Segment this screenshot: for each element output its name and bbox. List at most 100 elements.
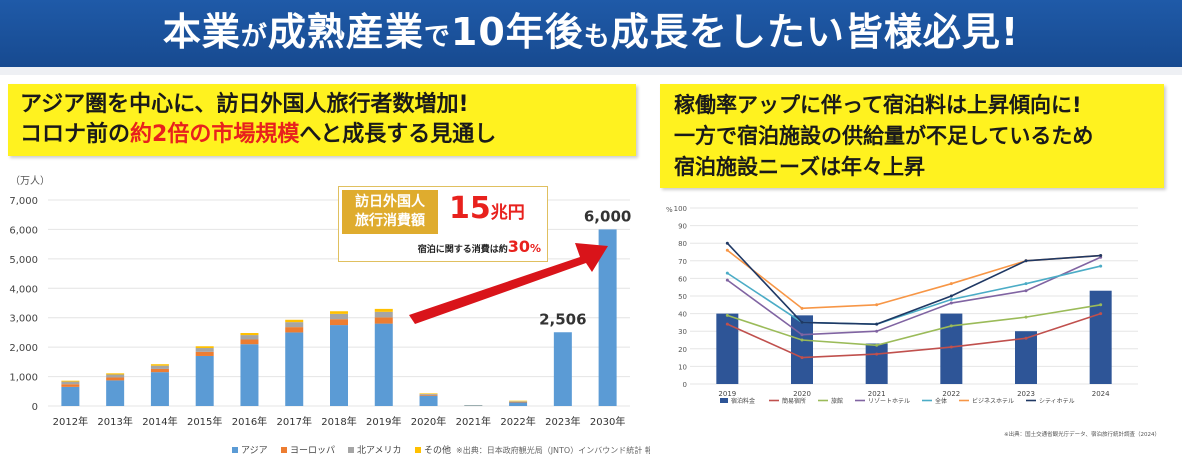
series-point bbox=[949, 282, 953, 286]
y-axis-unit-label: （万人） bbox=[10, 175, 50, 187]
legend-label: アジア bbox=[241, 446, 268, 456]
x-tick-label: 2023年 bbox=[545, 415, 580, 428]
legend-label: ヨーロッパ bbox=[290, 445, 335, 456]
legend-swatch bbox=[415, 447, 421, 453]
bar-segment bbox=[330, 319, 348, 326]
x-tick-label: 2020年 bbox=[411, 415, 446, 428]
y-tick-label: 50 bbox=[678, 293, 687, 301]
series-point bbox=[800, 356, 804, 360]
series-line bbox=[726, 256, 1101, 336]
bar-segment bbox=[195, 346, 214, 349]
left-headline-highlight: 約2倍の市場規模 bbox=[130, 122, 300, 147]
x-tick-label: 2017年 bbox=[277, 415, 312, 428]
bar-segment bbox=[195, 355, 214, 406]
banner-underline bbox=[0, 67, 1182, 75]
occupancy-chart-source: ※出典：国土交通省観光庁データ、宿泊旅行統計調査（2024） bbox=[1004, 430, 1160, 438]
series-point bbox=[725, 322, 729, 326]
x-tick-label: 2020 bbox=[793, 390, 811, 398]
occupancy-chart: 0 10 20 30 40 50 60 70 80 90 100 2019 2020 2021 2022 2… bbox=[660, 196, 1182, 467]
left-headline-line1: アジア圏を中心に、訪日外国人旅行者数増加! bbox=[20, 92, 469, 117]
data-label: 6,000 bbox=[584, 207, 631, 225]
y-tick-label: 90 bbox=[678, 223, 687, 231]
bar bbox=[940, 313, 963, 384]
bar-segment bbox=[106, 373, 125, 375]
occupancy-chart-svg: 0 10 20 30 40 50 60 70 80 90 100 2019 2020 2021 2022 2… bbox=[666, 205, 1160, 438]
x-tick-label: 2012年 bbox=[53, 415, 88, 428]
bar-segment bbox=[374, 308, 393, 312]
bar-segment bbox=[240, 333, 259, 336]
series-point bbox=[875, 352, 879, 356]
y-tick-label: 10 bbox=[678, 363, 687, 371]
legend-swatch bbox=[720, 398, 728, 403]
y-tick-label: 30 bbox=[678, 328, 687, 336]
legend-label: ビジネスホテル bbox=[972, 397, 1014, 405]
bar-segment bbox=[240, 335, 259, 340]
spend-amount-value: 15 bbox=[449, 191, 491, 226]
left-headline-line2-pre: コロナ前の bbox=[20, 122, 131, 147]
x-tick-label: 2023 bbox=[1017, 390, 1035, 398]
series-point bbox=[725, 313, 729, 317]
visitors-chart: 0 1,000 2,000 3,000 4,000 5,000 6,000 7,000 201… bbox=[0, 168, 650, 467]
y-tick-label: 80 bbox=[678, 240, 687, 248]
y-tick-label: 7,000 bbox=[9, 196, 38, 207]
bar-segment bbox=[374, 317, 393, 324]
series-point bbox=[949, 298, 953, 302]
banner-text-4: で bbox=[423, 22, 451, 52]
y-tick-label: 100 bbox=[674, 205, 687, 213]
right-headline-line1: 稼働率アップに伴って宿泊料は上昇傾向に! bbox=[674, 93, 1082, 117]
bar bbox=[865, 343, 888, 384]
series-point bbox=[875, 303, 879, 307]
banner-title: 本業が成熟産業で10年後も成長をしたい皆様必見! bbox=[0, 4, 1182, 65]
right-headline-line3: 宿泊施設ニーズは年々上昇 bbox=[674, 155, 925, 179]
y-tick-label: 0 bbox=[32, 402, 38, 413]
data-label: 2,506 bbox=[539, 310, 586, 328]
bar-segment bbox=[330, 313, 348, 320]
bar-segment bbox=[509, 402, 528, 406]
left-headline-line2: コロナ前の約2倍の市場規模へと成長する見通し bbox=[20, 120, 496, 150]
series-point bbox=[875, 343, 879, 347]
legend-label: 全体 bbox=[935, 397, 947, 405]
banner-text-3: 成熟産業 bbox=[267, 10, 424, 54]
bar-segment bbox=[509, 401, 528, 402]
bar-segment bbox=[509, 401, 528, 403]
spend-callout-subtext: 宿泊に関する消費は約30% bbox=[418, 237, 541, 256]
bar-segment bbox=[553, 332, 572, 406]
y-tick-label: 60 bbox=[678, 275, 687, 283]
series-point bbox=[1099, 312, 1103, 316]
x-tick-label: 2019年 bbox=[366, 415, 401, 428]
bar-segment bbox=[285, 319, 304, 323]
series-point bbox=[1024, 259, 1028, 263]
bar-segment bbox=[285, 332, 304, 406]
x-tick-label: 2018年 bbox=[321, 415, 356, 428]
bar-segment bbox=[419, 395, 438, 406]
series-point bbox=[949, 324, 953, 328]
visitors-chart-svg: 0 1,000 2,000 3,000 4,000 5,000 6,000 7,000 201… bbox=[9, 175, 650, 456]
bar bbox=[716, 313, 739, 384]
legend-swatch bbox=[348, 447, 354, 453]
banner-text-6: も bbox=[583, 22, 611, 52]
series-point bbox=[949, 294, 953, 298]
legend-swatch bbox=[232, 447, 238, 453]
series-point bbox=[800, 338, 804, 342]
series-line bbox=[727, 304, 1101, 347]
bar-segment bbox=[509, 400, 528, 402]
series-point bbox=[725, 278, 729, 282]
bar-segment bbox=[61, 381, 80, 385]
series-point bbox=[800, 306, 804, 310]
bar-segment bbox=[285, 327, 304, 333]
series-point bbox=[800, 333, 804, 337]
x-tick-label: 2015年 bbox=[187, 415, 222, 428]
bar-segment bbox=[419, 393, 438, 394]
series-point bbox=[725, 241, 729, 245]
y-axis-unit-label: % bbox=[666, 206, 673, 214]
banner-text-1: 本業 bbox=[162, 10, 241, 54]
series-line bbox=[726, 242, 1101, 325]
legend-label: 簡易宿所 bbox=[782, 397, 806, 405]
series-point bbox=[1024, 289, 1028, 293]
y-tick-label: 6,000 bbox=[9, 225, 38, 236]
spend-callout-amount: 15兆円 bbox=[449, 191, 525, 226]
series-line bbox=[727, 312, 1101, 359]
bar-segment bbox=[598, 229, 617, 406]
bar bbox=[1089, 290, 1112, 384]
legend-label: 宿泊料金 bbox=[731, 397, 755, 405]
